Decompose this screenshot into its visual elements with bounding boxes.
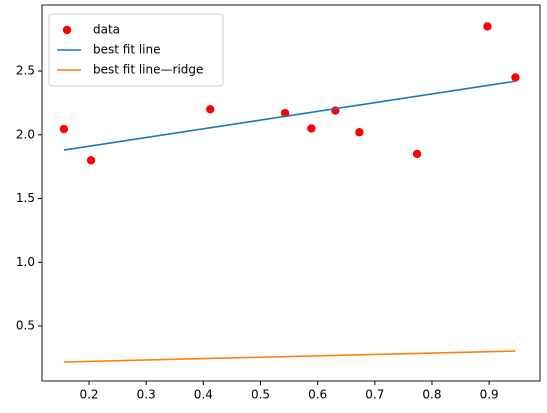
data-point (59, 124, 69, 134)
data-point (206, 105, 215, 114)
y-tick-label: 1.0 (16, 255, 35, 269)
data-point (483, 22, 492, 31)
fit-line (63, 80, 516, 151)
data-point (86, 156, 96, 165)
y-tick-label: 1.5 (16, 191, 35, 205)
x-tick-label: 0.9 (480, 388, 499, 402)
y-tick-label: 2.5 (16, 64, 35, 78)
data-point (280, 108, 290, 118)
data-point (355, 128, 364, 137)
x-tick-label: 0.3 (137, 388, 156, 402)
x-tick-label: 0.8 (422, 388, 441, 402)
x-tick-label: 0.4 (194, 388, 213, 402)
x-tick-label: 0.6 (308, 388, 327, 402)
legend-label: best fit line (93, 43, 161, 57)
x-tick-label: 0.2 (79, 388, 98, 402)
fit-line (63, 350, 516, 363)
data-point (511, 73, 520, 82)
y-tick-label: 0.5 (16, 319, 35, 333)
legend-box (48, 13, 224, 87)
legend-label: data (93, 23, 120, 37)
data-point (307, 124, 316, 133)
x-tick-label: 0.7 (365, 388, 384, 402)
x-tick-label: 0.5 (251, 388, 270, 402)
y-tick-label: 2.0 (16, 127, 35, 141)
legend-label: best fit line—ridge (93, 63, 203, 77)
legend-marker (62, 25, 72, 35)
data-point (412, 149, 422, 159)
plot-frame (41, 4, 541, 382)
